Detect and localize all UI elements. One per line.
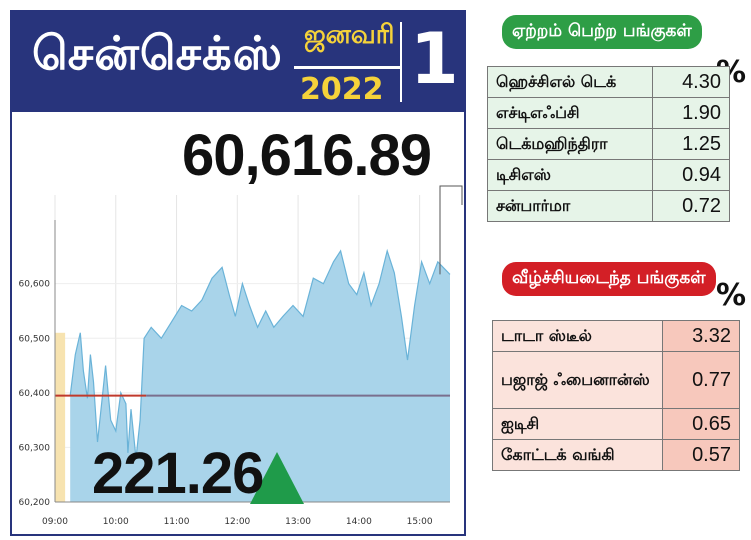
losers-row: கோட்டக் வங்கி 0.57 xyxy=(492,439,740,471)
stock-name: டிசிஎஸ் xyxy=(487,159,653,191)
stock-change: 0.77 xyxy=(662,351,740,409)
losers-title: வீழ்ச்சியடைந்த பங்குகள் xyxy=(502,262,716,296)
x-tick-label: 14:00 xyxy=(346,517,372,527)
stock-change: 1.90 xyxy=(652,97,730,129)
x-tick-label: 13:00 xyxy=(285,517,311,527)
gainers-row: டெக்மஹிந்திரா 1.25 xyxy=(487,128,730,160)
x-tick-label: 15:00 xyxy=(407,517,433,527)
stock-change: 0.72 xyxy=(652,190,730,222)
losers-table: டாடா ஸ்டீல் 3.32 பஜாஜ் ஃபைனான்ஸ் 0.77 ஐடிசி 0… xyxy=(492,320,740,471)
pre-open-band xyxy=(55,332,66,502)
x-tick-label: 09:00 xyxy=(42,517,68,527)
series-line xyxy=(69,248,451,459)
stock-name: ஹெச்சிஎல் டெக் xyxy=(487,66,653,98)
gainers-row: ஹெச்சிஎல் டெக் 4.30 xyxy=(487,66,730,98)
losers-percent-sign: % xyxy=(716,278,747,313)
stock-name: டெக்மஹிந்திரா xyxy=(487,128,653,160)
close-callout xyxy=(439,185,463,275)
y-tick-label: 60,500 xyxy=(19,334,51,344)
stock-change: 0.94 xyxy=(652,159,730,191)
stock-change: 0.65 xyxy=(662,408,740,440)
losers-row: ஐடிசி 0.65 xyxy=(492,408,740,440)
gainers-table: ஹெச்சிஎல் டெக் 4.30 எச்டிஎஃப்சி 1.90 டெக்மஹி… xyxy=(487,66,730,222)
stock-change: 3.32 xyxy=(662,320,740,352)
y-tick-label: 60,400 xyxy=(19,389,51,399)
stock-name: கோட்டக் வங்கி xyxy=(492,439,663,471)
up-arrow-icon xyxy=(250,452,304,504)
stock-change: 1.25 xyxy=(652,128,730,160)
losers-row: பஜாஜ் ஃபைனான்ஸ் 0.77 xyxy=(492,351,740,409)
x-tick-label: 11:00 xyxy=(164,517,190,527)
y-tick-label: 60,600 xyxy=(19,280,51,290)
gainers-row: சன்பார்மா 0.72 xyxy=(487,190,730,222)
month-divider xyxy=(294,66,400,69)
gainers-row: எச்டிஎஃப்சி 1.90 xyxy=(487,97,730,129)
change-value: 221.26 xyxy=(92,441,264,506)
series-area xyxy=(70,250,450,502)
closing-value: 60,616.89 xyxy=(182,123,432,188)
day-divider xyxy=(400,22,402,102)
gainers-title: ஏற்றம் பெற்ற பங்குகள் xyxy=(502,15,702,49)
x-tick-label: 12:00 xyxy=(224,517,250,527)
losers-row: டாடா ஸ்டீல் 3.32 xyxy=(492,320,740,352)
gainers-row: டிசிஎஸ் 0.94 xyxy=(487,159,730,191)
year-label: 2022 xyxy=(300,72,384,107)
stock-change: 4.30 xyxy=(652,66,730,98)
y-tick-label: 60,200 xyxy=(19,498,51,508)
month-label: ஜனவரி xyxy=(304,20,395,50)
x-tick-label: 10:00 xyxy=(103,517,129,527)
stock-name: பஜாஜ் ஃபைனான்ஸ் xyxy=(492,351,663,409)
stock-name: டாடா ஸ்டீல் xyxy=(492,320,663,352)
chart-title: சென்செக்ஸ் xyxy=(32,26,283,80)
chart-header: சென்செக்ஸ் ஜனவரி 2022 11 xyxy=(12,12,507,112)
stock-change: 0.57 xyxy=(662,439,740,471)
stock-name: சன்பார்மா xyxy=(487,190,653,222)
stock-name: எச்டிஎஃப்சி xyxy=(487,97,653,129)
stock-name: ஐடிசி xyxy=(492,408,663,440)
y-tick-label: 60,300 xyxy=(19,443,51,453)
